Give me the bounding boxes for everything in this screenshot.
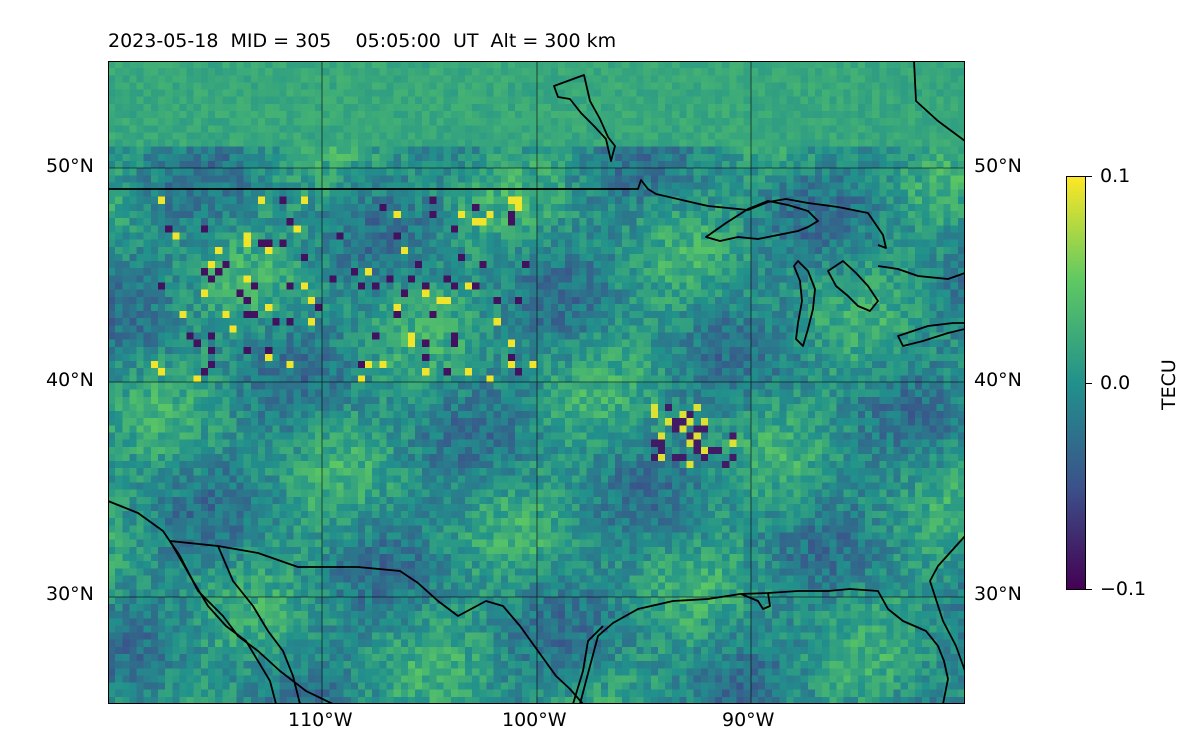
colorbar-title: TECU (1158, 359, 1180, 410)
atlantic-coast (929, 535, 965, 672)
colorbar-gradient (1067, 177, 1085, 589)
colorbar-label-zero: 0.0 (1100, 372, 1131, 394)
hudson-bay-shore (913, 61, 965, 142)
coastlines (108, 61, 965, 704)
us-mexico-border (169, 540, 584, 704)
lake-winnipeg (553, 74, 616, 162)
map-overlay (108, 61, 965, 704)
lat-label-40n-left: 40°N (46, 369, 94, 391)
colorbar-tick-max (1086, 176, 1092, 177)
lake-erie (897, 322, 965, 347)
florida-coast (740, 592, 771, 610)
lon-label-90w: 90°W (722, 709, 775, 731)
lat-label-30n-left: 30°N (46, 583, 94, 605)
us-canada-border (108, 179, 887, 249)
lon-label-100w: 100°W (502, 709, 567, 731)
lake-ontario (877, 265, 965, 280)
gridlines (108, 61, 965, 704)
lake-michigan (793, 260, 816, 347)
lat-label-40n-right: 40°N (974, 369, 1022, 391)
tec-map-panel (108, 61, 965, 704)
baja-peninsula (169, 540, 277, 704)
colorbar-tick-zero (1086, 383, 1092, 384)
lake-huron (827, 260, 879, 312)
gulf-coast (579, 588, 949, 704)
lake-superior (705, 200, 819, 242)
sea-of-cortez (217, 545, 301, 704)
colorbar-label-min: −0.1 (1100, 578, 1147, 600)
colorbar (1066, 176, 1086, 590)
lat-label-50n-right: 50°N (974, 155, 1022, 177)
pacific-coast (108, 500, 334, 704)
mexico-coast (572, 625, 604, 704)
lat-label-30n-right: 30°N (974, 583, 1022, 605)
colorbar-label-max: 0.1 (1100, 165, 1131, 187)
lat-label-50n-left: 50°N (46, 155, 94, 177)
map-title: 2023-05-18 MID = 305 05:05:00 UT Alt = 3… (108, 30, 617, 52)
colorbar-tick-min (1086, 589, 1092, 590)
lon-label-110w: 110°W (288, 709, 353, 731)
